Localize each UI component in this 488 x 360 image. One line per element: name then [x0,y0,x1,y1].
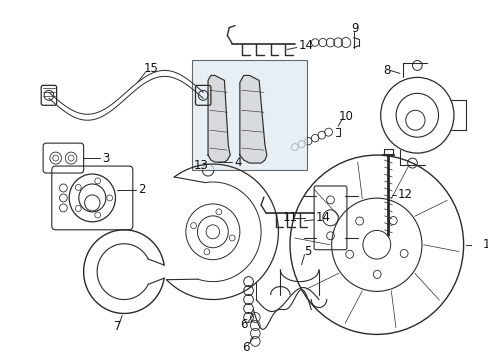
Text: 14: 14 [298,39,313,52]
Text: 11: 11 [282,211,297,224]
Text: 6: 6 [240,318,247,331]
Polygon shape [207,75,230,162]
Text: 8: 8 [383,64,390,77]
Text: 1: 1 [482,238,488,251]
Text: 9: 9 [350,22,358,35]
Text: 14: 14 [315,211,330,224]
Text: 13: 13 [193,158,208,172]
Text: 6: 6 [241,341,249,354]
Text: 4: 4 [234,156,241,168]
Polygon shape [240,75,266,163]
Text: 5: 5 [304,245,311,258]
Text: 12: 12 [397,188,412,202]
Text: 2: 2 [137,184,145,197]
Text: 10: 10 [338,110,352,123]
Bar [191,60,307,170]
Text: 7: 7 [114,320,122,333]
Text: 3: 3 [102,152,109,165]
Text: 15: 15 [143,62,158,75]
